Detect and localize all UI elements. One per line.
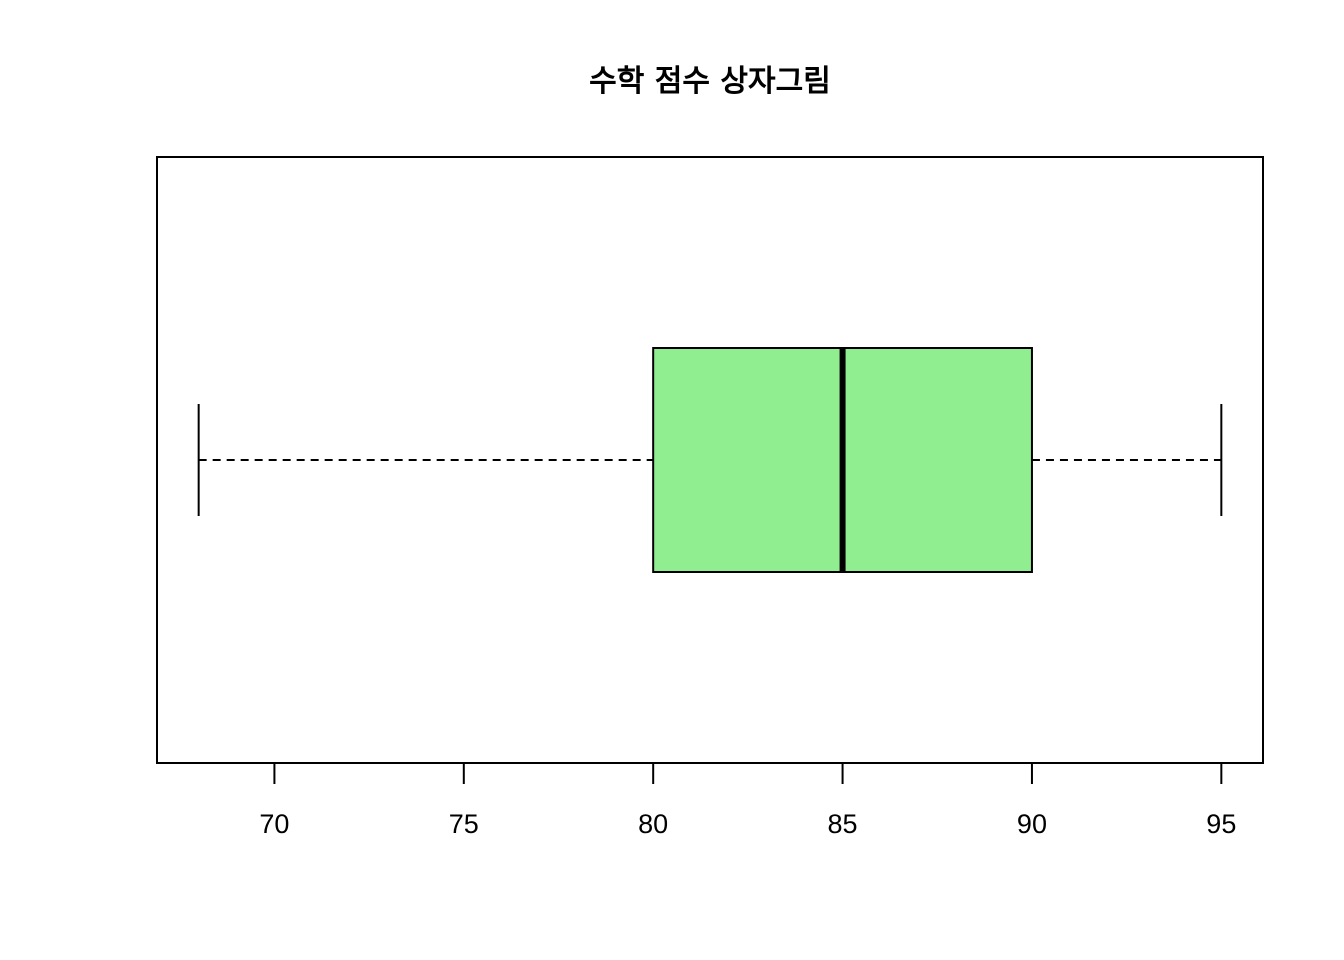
chart-title: 수학 점수 상자그림 <box>589 64 831 99</box>
x-tick-label: 85 <box>828 809 858 839</box>
x-tick-label: 90 <box>1017 809 1047 839</box>
x-tick-label: 70 <box>259 809 289 839</box>
x-axis-ticks: 70 75 80 85 90 95 <box>259 763 1236 839</box>
x-tick-label: 75 <box>449 809 479 839</box>
x-tick-label: 80 <box>638 809 668 839</box>
x-tick-label: 95 <box>1206 809 1236 839</box>
